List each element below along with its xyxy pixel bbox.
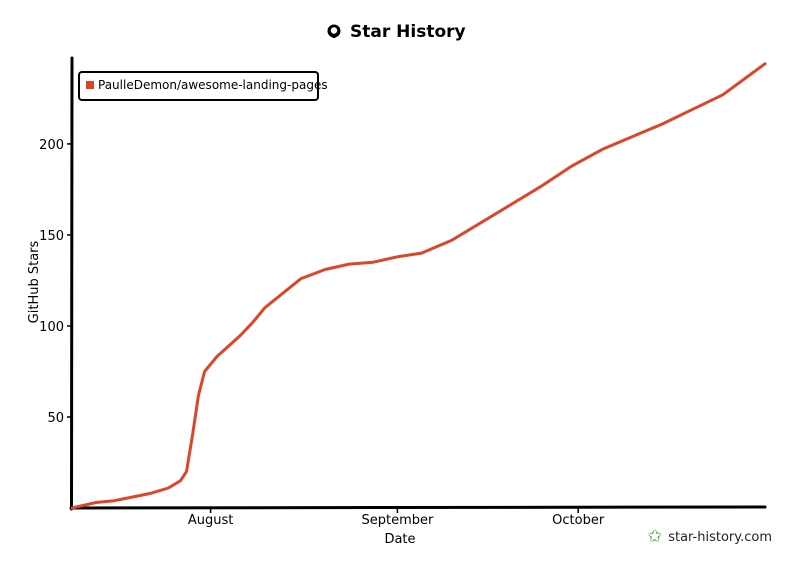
- branding-text: star-history.com: [668, 529, 772, 545]
- legend-swatch: [86, 81, 94, 89]
- y-tick-label: 150: [39, 229, 64, 244]
- legend-label: PaulleDemon/awesome-landing-pages: [98, 78, 328, 92]
- legend: PaulleDemon/awesome-landing-pages: [78, 71, 328, 101]
- y-tick-label: 200: [39, 138, 64, 153]
- plot-area: 50 100 150 200 August September October: [39, 56, 767, 528]
- x-axis-line: [69, 505, 767, 510]
- y-tick-label: 50: [47, 411, 64, 426]
- y-axis-line: [70, 56, 74, 511]
- legend-box: [78, 71, 319, 101]
- y-axis-title: GitHub Stars: [27, 240, 42, 323]
- x-tick-label: September: [361, 513, 434, 528]
- github-icon: [327, 24, 341, 38]
- star-icon: ✩: [647, 526, 663, 547]
- x-tick-label: August: [188, 513, 234, 528]
- series-line: [70, 62, 767, 510]
- x-tick-label: October: [552, 513, 605, 528]
- chart-title-text: Star History: [350, 22, 466, 42]
- x-axis-title: Date: [384, 532, 415, 547]
- y-tick-label: 100: [39, 320, 64, 335]
- chart-title: Star History: [327, 22, 466, 42]
- branding[interactable]: ✩ star-history.com: [647, 528, 772, 546]
